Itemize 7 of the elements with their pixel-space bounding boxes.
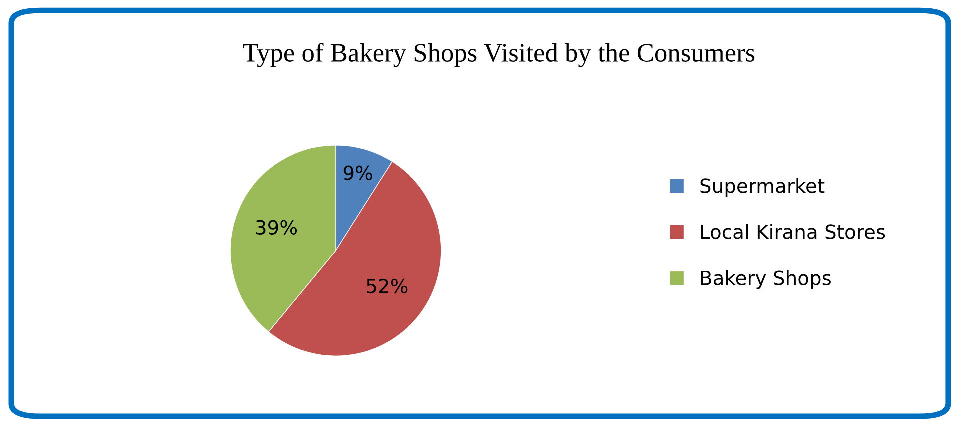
data-label: 39% — [256, 220, 298, 235]
legend-label: Local Kirana Stores — [701, 224, 886, 240]
legend-label: Supermarket — [700, 178, 825, 198]
chart-title: Type of Bakery Shops Visited by the Consumers — [243, 43, 755, 68]
data-label: 52% — [367, 278, 408, 294]
legend-label: Bakery Shops — [701, 270, 832, 290]
data-label: 9% — [344, 166, 372, 180]
